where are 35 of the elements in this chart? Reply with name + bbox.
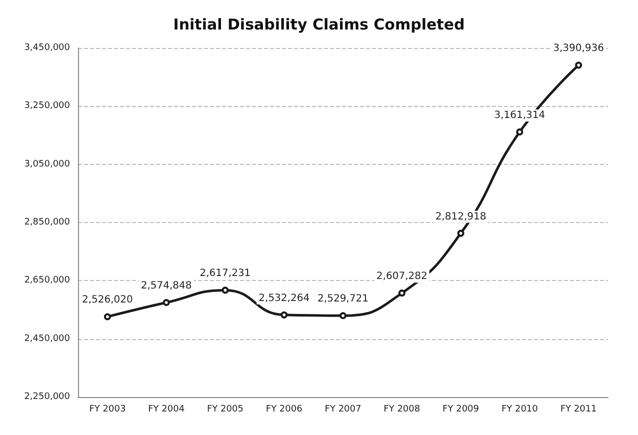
y-tick-label: 2,250,000 bbox=[24, 392, 70, 402]
point bbox=[162, 299, 170, 306]
y-tick-label: 3,450,000 bbox=[24, 43, 70, 53]
x-tick-label: FY 2005 bbox=[206, 404, 244, 414]
x-tick-label: FY 2003 bbox=[89, 404, 126, 414]
y-tick-label: 3,050,000 bbox=[24, 159, 70, 170]
x-tick-label: FY 2004 bbox=[148, 404, 185, 414]
data-label: 2,526,020 bbox=[82, 294, 133, 306]
data-label: 2,529,721 bbox=[318, 294, 368, 305]
data-label: 3,161,314 bbox=[494, 110, 546, 121]
point bbox=[280, 311, 288, 318]
x-tick-label: FY 2009 bbox=[442, 404, 480, 414]
point bbox=[457, 230, 464, 237]
y-tick-label: 2,450,000 bbox=[24, 334, 70, 344]
point bbox=[575, 62, 582, 69]
y-tick-label: 2,850,000 bbox=[24, 218, 70, 228]
data-label: 2,607,282 bbox=[376, 271, 428, 282]
point bbox=[340, 312, 346, 320]
data-label: 2,532,264 bbox=[258, 292, 310, 304]
x-tick-label: FY 2011 bbox=[560, 404, 597, 414]
data-label: 2,617,231 bbox=[200, 268, 251, 280]
y-tick-label: 3,250,000 bbox=[24, 101, 70, 112]
x-tick-label: FY 2007 bbox=[324, 404, 362, 414]
point bbox=[104, 313, 111, 320]
data-label: 2,574,848 bbox=[140, 280, 192, 292]
point bbox=[516, 128, 524, 136]
x-tick-label: FY 2008 bbox=[384, 404, 420, 414]
y-tick-label: 2,650,000 bbox=[24, 276, 70, 286]
x-tick-label: FY 2006 bbox=[266, 404, 303, 414]
data-label: 3,390,936 bbox=[553, 43, 604, 54]
point bbox=[398, 290, 406, 297]
data-label: 2,812,918 bbox=[435, 211, 486, 222]
chart-title: Initial Disability Claims Completed bbox=[173, 16, 465, 34]
point bbox=[222, 286, 229, 294]
x-tick-label: FY 2010 bbox=[501, 404, 538, 414]
